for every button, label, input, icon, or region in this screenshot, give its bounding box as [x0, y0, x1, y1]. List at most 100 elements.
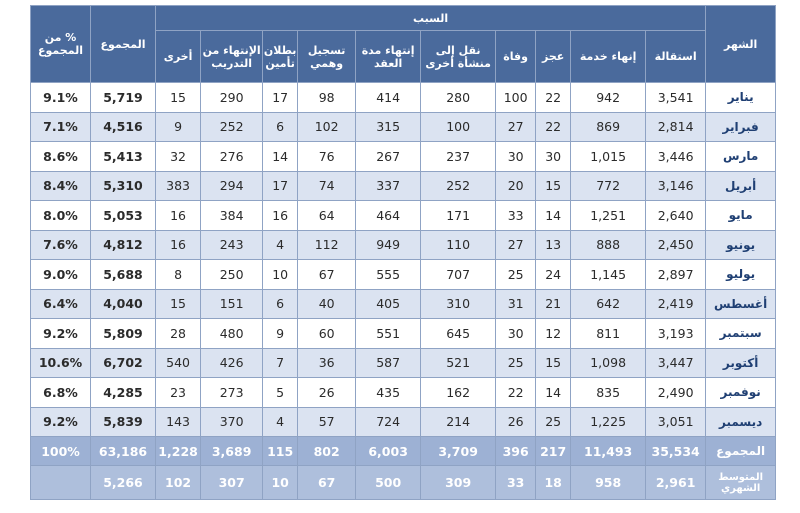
cell: 835 [570, 377, 647, 408]
cell: 9.2% [30, 406, 91, 437]
cell: 4,040 [90, 288, 156, 319]
cell: 237 [420, 141, 497, 172]
cell: 22 [535, 111, 572, 142]
cell: 500 [355, 465, 422, 500]
table-row: يوليو 2,897 1,145 24 25 707 555 67 10 250 8 5,688 9.… [30, 259, 777, 290]
row-label: المتوسط الشهري [705, 465, 777, 500]
cell: 15 [535, 347, 572, 378]
cell: 22 [495, 377, 537, 408]
cell: 57 [297, 406, 357, 437]
cell: 17 [262, 82, 299, 113]
cell: 811 [570, 318, 647, 349]
cell: 521 [420, 347, 497, 378]
cell: 273 [200, 377, 264, 408]
cell: 30 [535, 141, 572, 172]
cell: 11,493 [570, 436, 647, 466]
cell: 540 [154, 347, 202, 378]
table-row: أكتوبر 3,447 1,098 15 25 521 587 36 7 426 540 6,702… [30, 347, 777, 378]
cell: 294 [200, 170, 264, 201]
row-label: فبراير [705, 111, 777, 142]
cell: 67 [297, 465, 357, 500]
cell: 772 [570, 170, 647, 201]
table-row: المتوسط الشهري 2,961 958 18 33 309 500 67 10 307 1… [30, 465, 777, 500]
header-cell: إنهاء خدمة [570, 30, 647, 83]
table-row: سبتمبر 3,193 811 12 30 645 551 60 9 480 28 5,809 9.2… [30, 318, 777, 349]
cell: 10 [262, 465, 299, 500]
table-row: أغسطس 2,419 642 21 31 310 405 40 6 151 15 4,040 6.4% [30, 288, 777, 319]
cell: 14 [535, 200, 572, 231]
cell: 3,689 [200, 436, 264, 466]
cell: 63,186 [90, 436, 156, 466]
cell: 3,193 [645, 318, 707, 349]
cell: 30 [495, 318, 537, 349]
cell: 958 [570, 465, 647, 500]
cell: 3,146 [645, 170, 707, 201]
cell: 869 [570, 111, 647, 142]
cell: 370 [200, 406, 264, 437]
cell: 2,490 [645, 377, 707, 408]
empty-cell [30, 465, 91, 500]
cell: 24 [535, 259, 572, 290]
cell: 8.0% [30, 200, 91, 231]
cell: 414 [355, 82, 422, 113]
row-label: مارس [705, 141, 777, 172]
cell: 5,688 [90, 259, 156, 290]
cell: 276 [200, 141, 264, 172]
cell: 280 [420, 82, 497, 113]
cell: 27 [495, 111, 537, 142]
header-cell: السبب [154, 5, 707, 31]
cell: 9.0% [30, 259, 91, 290]
cell: 1,225 [570, 406, 647, 437]
cell: 267 [355, 141, 422, 172]
cell: 8 [154, 259, 202, 290]
cell: 102 [154, 465, 202, 500]
cell: 217 [535, 436, 572, 466]
cell: 6,702 [90, 347, 156, 378]
cell: 949 [355, 229, 422, 260]
cell: 464 [355, 200, 422, 231]
cell: 555 [355, 259, 422, 290]
cell: 4,285 [90, 377, 156, 408]
cell: 6.4% [30, 288, 91, 319]
cell: 250 [200, 259, 264, 290]
cell: 100 [420, 111, 497, 142]
cell: 6 [262, 288, 299, 319]
cell: 14 [262, 141, 299, 172]
cell: 6 [262, 111, 299, 142]
table-body: يناير 3,541 942 22 100 280 414 98 17 290 15 5,719 9.… [30, 82, 777, 500]
cell: 21 [535, 288, 572, 319]
cell: 3,446 [645, 141, 707, 172]
cell: 7.1% [30, 111, 91, 142]
header-cell: استقالة [645, 30, 707, 83]
cell: 16 [262, 200, 299, 231]
cell: 405 [355, 288, 422, 319]
cell: 310 [420, 288, 497, 319]
cell: 64 [297, 200, 357, 231]
cell: 15 [535, 170, 572, 201]
cell: 252 [200, 111, 264, 142]
cell: 115 [262, 436, 299, 466]
header-cell: عجز [535, 30, 572, 83]
header-row: استقالة إنهاء خدمة عجز وفاة نقل إلى منشأة أخ… [31, 30, 776, 83]
cell: 25 [495, 347, 537, 378]
cell: 243 [200, 229, 264, 260]
cell: 3,447 [645, 347, 707, 378]
cell: 36 [297, 347, 357, 378]
cell: 290 [200, 82, 264, 113]
cell: 10 [262, 259, 299, 290]
row-label: يونيو [705, 229, 777, 260]
cell: 383 [154, 170, 202, 201]
cell: 2,897 [645, 259, 707, 290]
cell: 2,961 [645, 465, 707, 500]
cell: 8.4% [30, 170, 91, 201]
table-header: الشهر السبب المجموع% من المجموع استقالة إنها… [30, 5, 777, 83]
row-label: يناير [705, 82, 777, 113]
row-label: أكتوبر [705, 347, 777, 378]
cell: 4,516 [90, 111, 156, 142]
cell: 2,419 [645, 288, 707, 319]
cell: 25 [495, 259, 537, 290]
cell: 7.6% [30, 229, 91, 260]
header-cell: % من المجموع [30, 5, 91, 83]
row-label: يوليو [705, 259, 777, 290]
cell: 2,640 [645, 200, 707, 231]
